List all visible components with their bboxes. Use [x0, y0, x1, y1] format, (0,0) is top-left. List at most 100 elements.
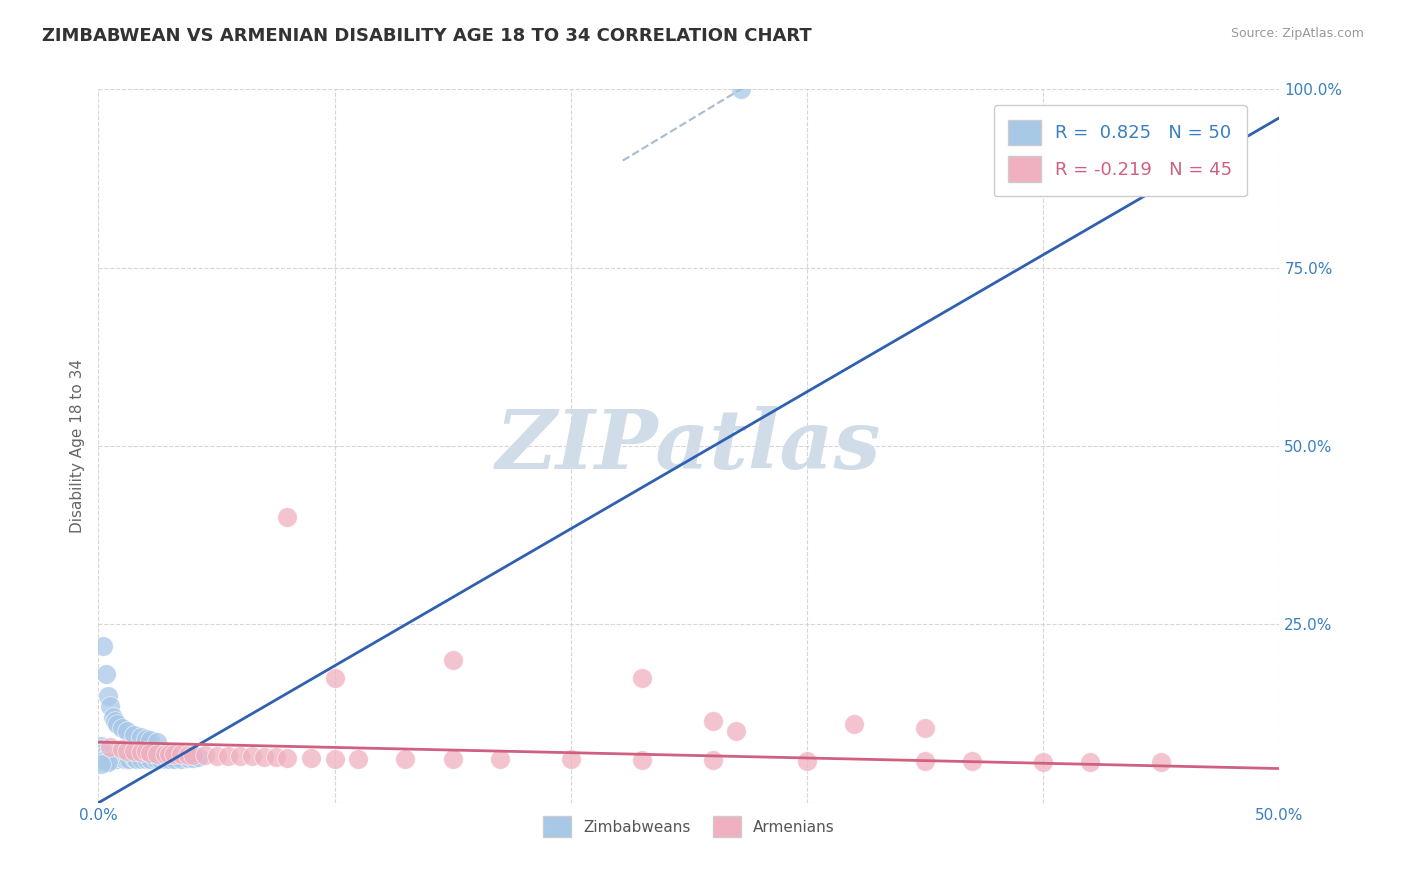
Point [146, 735, 169, 749]
Point [146, 747, 169, 761]
Point [97, 689, 120, 703]
Point [91, 755, 114, 769]
Point [725, 724, 748, 739]
Point [98, 740, 121, 755]
Point [97, 748, 120, 763]
Point [91, 749, 114, 764]
Point [122, 751, 145, 765]
Point [157, 751, 180, 765]
Point [122, 744, 145, 758]
Point [177, 747, 200, 762]
Point [104, 714, 127, 728]
Point [194, 747, 217, 762]
Point [111, 742, 134, 756]
Point [170, 751, 193, 765]
Point [94, 747, 117, 762]
Point [702, 714, 724, 728]
Point [112, 751, 135, 765]
Point [115, 724, 138, 739]
Point [90, 755, 112, 769]
Point [170, 747, 193, 762]
Point [276, 751, 298, 765]
Text: Source: ZipAtlas.com: Source: ZipAtlas.com [1230, 27, 1364, 40]
Point [143, 751, 166, 765]
Point [115, 751, 138, 765]
Point [125, 751, 148, 765]
Point [139, 751, 162, 765]
Point [264, 750, 287, 764]
Point [97, 755, 120, 769]
Point [139, 733, 162, 747]
Point [111, 751, 134, 765]
Point [108, 749, 131, 764]
Point [90, 746, 112, 760]
Point [276, 510, 298, 524]
Point [98, 699, 121, 714]
Point [844, 717, 866, 731]
Point [1080, 755, 1102, 769]
Point [149, 751, 172, 765]
Text: ZIMBABWEAN VS ARMENIAN DISABILITY AGE 18 TO 34 CORRELATION CHART: ZIMBABWEAN VS ARMENIAN DISABILITY AGE 18… [42, 27, 811, 45]
Point [105, 752, 128, 766]
Point [157, 747, 180, 761]
Point [111, 721, 134, 735]
Point [105, 717, 128, 731]
Point [394, 751, 416, 765]
Point [560, 752, 582, 766]
Point [129, 730, 152, 744]
Text: ZIPatlas: ZIPatlas [496, 406, 882, 486]
Point [441, 653, 464, 667]
Point [181, 747, 204, 762]
Point [135, 751, 157, 765]
Point [153, 747, 176, 761]
Point [163, 751, 186, 765]
Point [153, 751, 176, 765]
Point [323, 671, 346, 685]
Point [90, 739, 112, 753]
Point [962, 755, 984, 769]
Point [1032, 755, 1054, 769]
Point [129, 745, 152, 759]
Point [441, 751, 464, 765]
Y-axis label: Disability Age 18 to 34: Disability Age 18 to 34 [69, 359, 84, 533]
Point [299, 751, 322, 765]
Point [323, 751, 346, 765]
Point [91, 639, 114, 653]
Point [229, 749, 252, 764]
Point [177, 751, 200, 765]
Point [796, 754, 818, 768]
Point [94, 749, 117, 764]
Point [914, 721, 936, 735]
Point [90, 756, 112, 771]
Point [98, 751, 121, 765]
Point [101, 751, 124, 765]
Point [163, 747, 186, 762]
Point [489, 752, 512, 766]
Point [217, 749, 239, 764]
Point [347, 751, 370, 765]
Point [187, 750, 209, 764]
Point [630, 753, 652, 767]
Point [90, 742, 112, 756]
Point [181, 751, 204, 765]
Point [139, 746, 162, 760]
Point [91, 746, 114, 760]
Point [104, 751, 127, 765]
Point [118, 751, 141, 765]
Point [914, 755, 936, 769]
Legend: Zimbabweans, Armenians: Zimbabweans, Armenians [536, 808, 842, 845]
Point [122, 728, 145, 742]
Point [135, 731, 157, 746]
Point [730, 82, 752, 96]
Point [205, 748, 228, 763]
Point [630, 671, 652, 685]
Point [1150, 755, 1173, 769]
Point [129, 751, 152, 765]
Point [94, 667, 117, 681]
Point [101, 710, 124, 724]
Point [702, 753, 724, 767]
Point [94, 755, 117, 769]
Point [253, 750, 276, 764]
Point [135, 744, 157, 758]
Point [240, 749, 263, 764]
